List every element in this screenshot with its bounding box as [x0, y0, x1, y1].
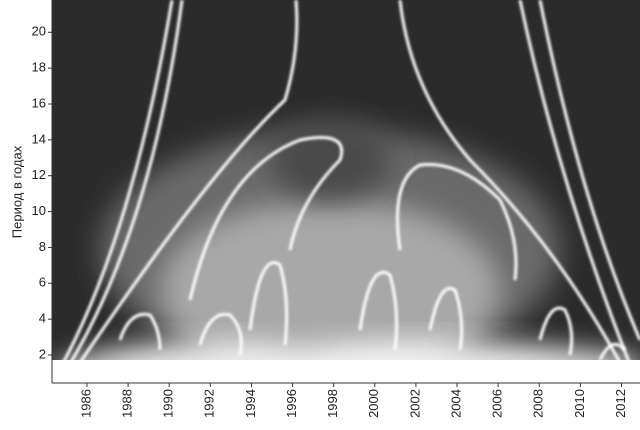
- y-axis-label: Период в годах: [9, 145, 24, 238]
- x-tick-label: 2010: [572, 389, 587, 418]
- x-tick-label: 2012: [613, 389, 628, 418]
- x-tick-label: 2008: [531, 389, 546, 418]
- x-tick-label: 1988: [120, 389, 135, 418]
- y-tick-label: 6: [39, 275, 46, 290]
- y-tick-label: 14: [32, 131, 46, 146]
- x-tick-label: 1998: [325, 389, 340, 418]
- y-tick-label: 20: [32, 24, 46, 39]
- y-tick-label: 10: [32, 203, 46, 218]
- y-tick-label: 8: [39, 239, 46, 254]
- x-tick-label: 1992: [202, 389, 217, 418]
- y-tick-label: 18: [32, 60, 46, 75]
- chart: Период в годах 2 4 6 8 10 12 14 16 18 20 1986 1988 1…: [0, 0, 640, 430]
- y-tick-label: 16: [32, 95, 46, 110]
- x-tick-label: 1994: [243, 389, 258, 418]
- x-tick-label: 2002: [407, 389, 422, 418]
- x-tick-label: 1986: [78, 389, 93, 418]
- x-tick-label: 2006: [490, 389, 505, 418]
- x-tick-label: 2004: [448, 389, 463, 418]
- scalogram: [52, 0, 640, 383]
- x-tick-label: 2000: [366, 389, 381, 418]
- y-tick-label: 4: [39, 311, 46, 326]
- x-tick-label: 1996: [284, 389, 299, 418]
- x-tick-label: 1990: [161, 389, 176, 418]
- y-tick-label: 12: [32, 167, 46, 182]
- y-tick-label: 2: [39, 346, 46, 361]
